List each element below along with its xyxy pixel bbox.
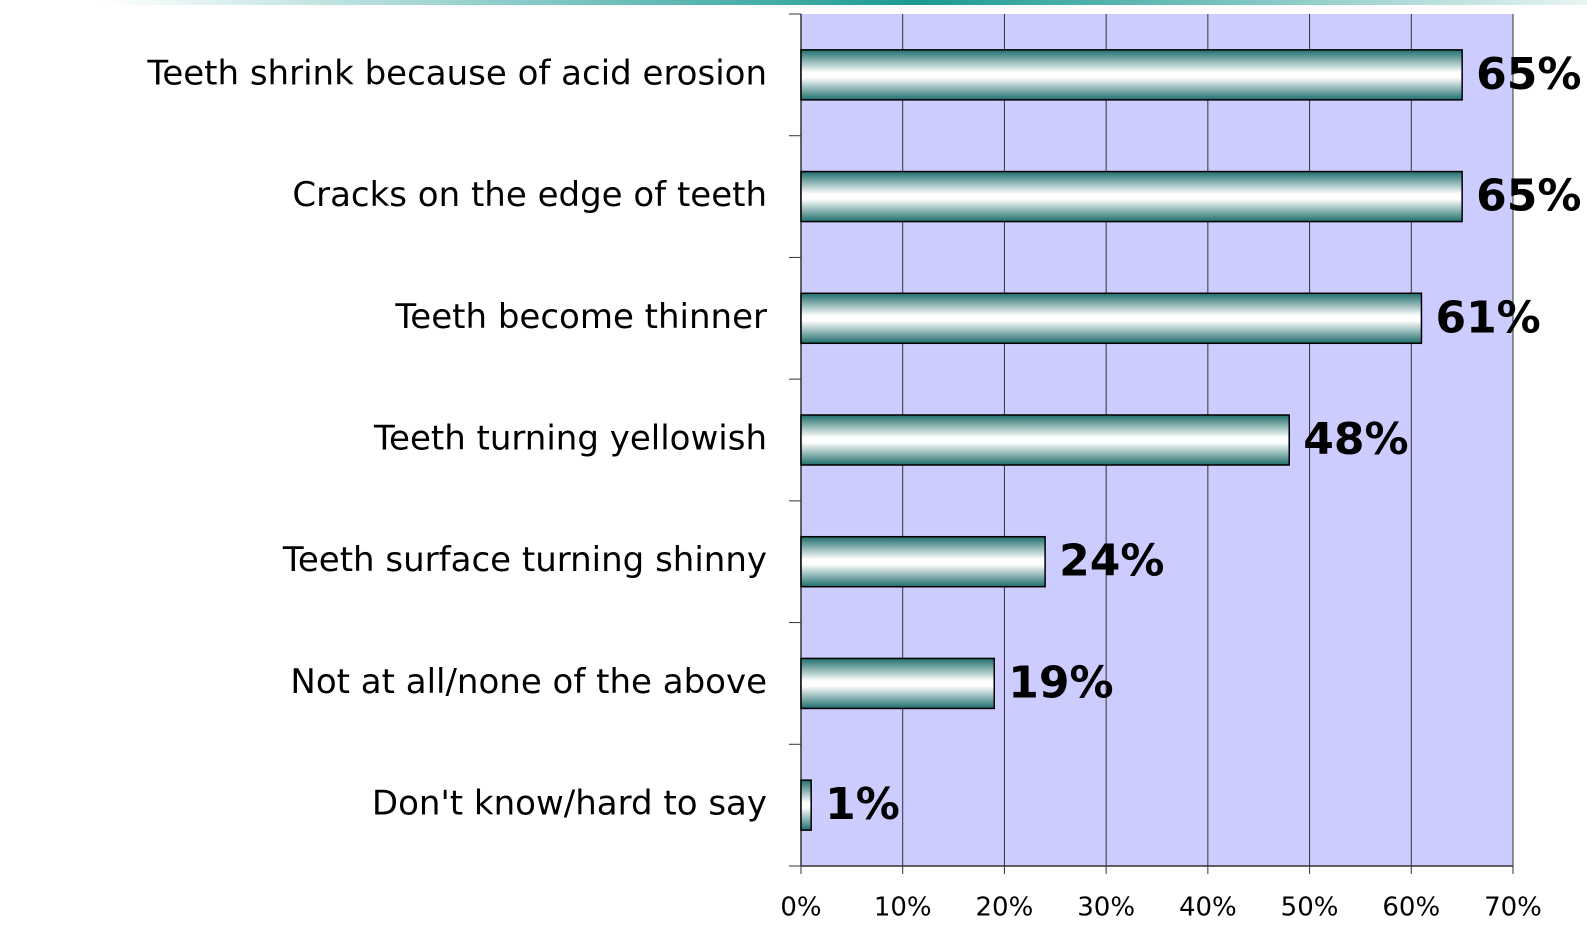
x-tick-label: 20% — [976, 893, 1034, 923]
x-tick-label: 50% — [1281, 893, 1339, 923]
x-tick-label: 60% — [1382, 893, 1440, 923]
y-tick-label: Teeth shrink because of acid erosion — [146, 53, 767, 93]
bar — [800, 414, 1290, 466]
x-tick-label: 0% — [780, 893, 821, 923]
value-label: 24% — [1059, 536, 1164, 587]
y-tick-label: Teeth become thinner — [394, 297, 767, 337]
value-label: 65% — [1476, 49, 1581, 100]
value-label: 1% — [825, 779, 900, 830]
value-label: 61% — [1435, 292, 1540, 343]
value-label: 19% — [1008, 657, 1113, 708]
x-tick-label: 40% — [1179, 893, 1237, 923]
x-tick-label: 30% — [1077, 893, 1135, 923]
bar — [800, 49, 1463, 101]
bar — [800, 535, 1046, 588]
bar — [800, 292, 1423, 345]
y-tick-label: Teeth turning yellowish — [373, 419, 767, 459]
y-tick-label: Don't know/hard to say — [372, 784, 767, 824]
bar — [800, 170, 1463, 223]
y-tick-label: Not at all/none of the above — [290, 662, 767, 702]
y-tick-label: Cracks on the edge of teeth — [292, 175, 767, 215]
x-tick-label: 70% — [1484, 893, 1542, 923]
value-label: 65% — [1476, 171, 1581, 222]
header-strip — [100, 0, 1587, 5]
y-tick-label: Teeth surface turning shinny — [282, 540, 767, 580]
bar — [800, 657, 996, 710]
x-tick-label: 10% — [874, 893, 932, 923]
value-label: 48% — [1303, 414, 1408, 465]
bar — [800, 779, 812, 831]
